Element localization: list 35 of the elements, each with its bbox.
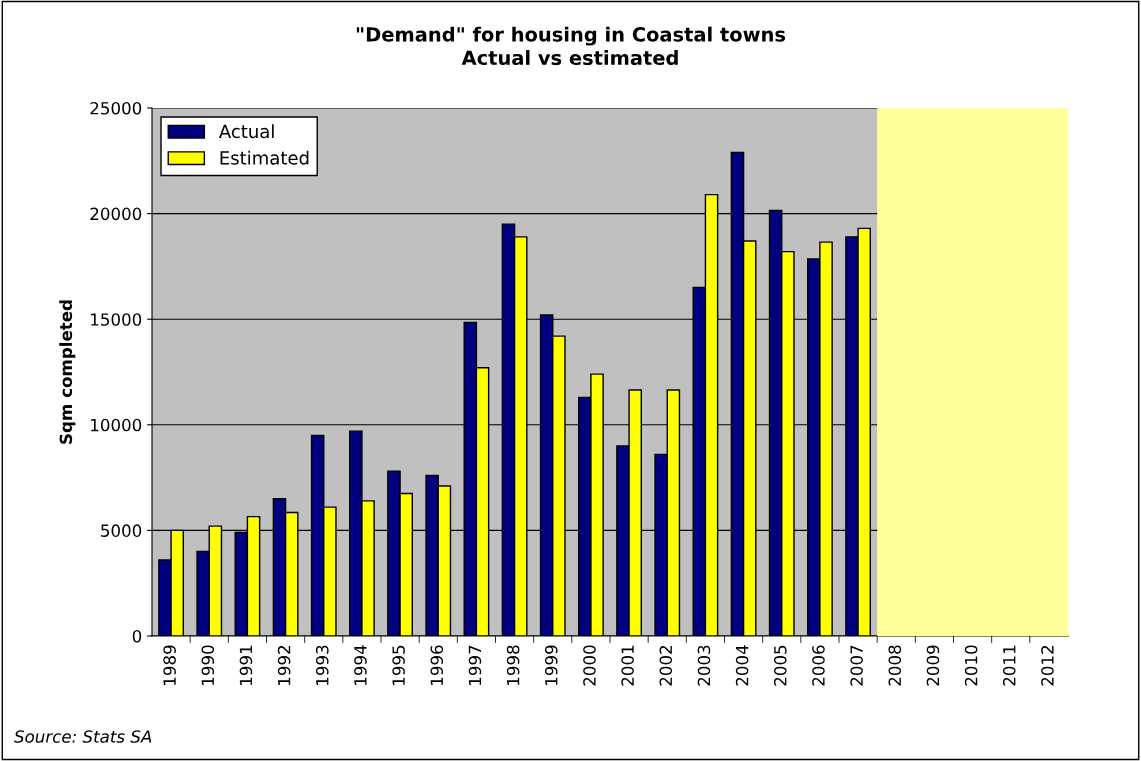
x-tick-label: 2002 [659, 646, 673, 686]
x-tick-label: 2007 [850, 645, 863, 686]
x-tick-label: 2003 [697, 645, 711, 686]
x-tick-label: 1996 [430, 645, 444, 685]
x-tick-label: 2008 [888, 645, 902, 686]
y-tick-label: 25000 [90, 101, 142, 115]
x-tick-label: 1991 [239, 645, 253, 685]
x-tick-label: 1998 [506, 645, 520, 685]
legend-label: Estimated [220, 150, 309, 165]
source-note: Source: Stats SA [14, 730, 152, 743]
x-tick-label: 2009 [926, 645, 940, 686]
x-tick-label: 1993 [315, 645, 329, 685]
x-tick-label: 2005 [773, 645, 787, 686]
x-tick-label: 2006 [812, 645, 825, 686]
x-tick-label: 1992 [277, 646, 291, 685]
y-tick-label: 0 [132, 629, 142, 643]
x-tick-label: 2004 [735, 645, 749, 686]
x-tick-label: 2011 [1002, 645, 1016, 686]
x-tick-label: 2000 [583, 645, 596, 686]
y-tick-label: 10000 [91, 418, 142, 432]
legend-label: Actual [218, 124, 274, 139]
x-tick-label: 1989 [163, 645, 176, 685]
chart-title: "Demand" for housing in Coastal towns Actual vs estimated [356, 26, 786, 66]
y-tick-label: 15000 [91, 313, 142, 326]
y-axis-title: Sqm completed [59, 300, 76, 444]
x-tick-label: 1999 [544, 645, 558, 685]
x-tick-label: 1990 [201, 645, 215, 685]
x-tick-label: 2001 [621, 645, 634, 686]
y-tick-label: 5000 [101, 524, 142, 537]
x-tick-label: 1995 [392, 645, 405, 685]
x-tick-label: 1997 [468, 645, 482, 685]
y-tick-label: 20000 [90, 207, 142, 221]
x-tick-label: 2010 [964, 645, 978, 686]
x-tick-label: 1994 [354, 645, 367, 685]
x-tick-label: 2012 [1041, 646, 1054, 686]
